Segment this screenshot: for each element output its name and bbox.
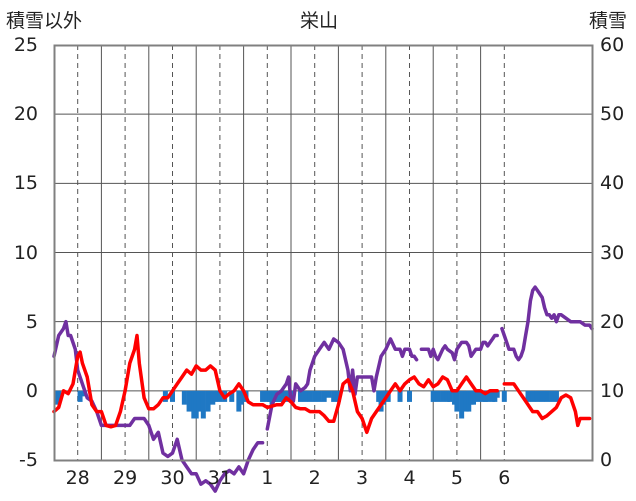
- precipitation-bar: [430, 390, 436, 402]
- chart-title: 栄山: [300, 10, 339, 32]
- precipitation-bar: [501, 390, 507, 402]
- left-tick-label: 20: [13, 103, 38, 126]
- x-tick-label: 28: [65, 467, 90, 489]
- precipitation-bar: [181, 390, 187, 405]
- right-axis-label: 積雪: [589, 10, 628, 32]
- precipitation-bar: [77, 390, 83, 402]
- left-tick-label: 10: [13, 241, 38, 264]
- precipitation-bar: [494, 390, 500, 398]
- precipitation-bar: [302, 390, 308, 402]
- precipitation-bar: [440, 390, 446, 402]
- precipitation-bar: [549, 390, 555, 402]
- x-tick-label: 2: [308, 467, 321, 489]
- precipitation-bar: [186, 390, 192, 412]
- precipitation-bar: [307, 390, 313, 402]
- precipitation-bar: [544, 390, 550, 402]
- left-tick-label: 0: [25, 379, 38, 402]
- x-tick-label: 5: [450, 467, 463, 489]
- right-tick-label: 60: [600, 34, 625, 56]
- x-tick-label: 6: [498, 467, 511, 489]
- precipitation-bar: [196, 390, 202, 412]
- precipitation-bar: [525, 390, 531, 402]
- precipitation-bar: [485, 390, 491, 402]
- precipitation-bar: [435, 390, 441, 402]
- snow_depth-line: [52, 285, 594, 493]
- precipitation-bar: [229, 390, 235, 402]
- precipitation-bars: [53, 390, 559, 419]
- series-lines: [52, 285, 594, 493]
- right-tick-label: 50: [600, 103, 625, 126]
- precipitation-bar: [475, 390, 481, 402]
- precipitation-bar: [260, 390, 266, 402]
- left-tick-label: 25: [13, 34, 38, 56]
- right-tick-label: 0: [600, 449, 613, 471]
- x-tick-label: 4: [403, 467, 416, 489]
- x-tick-label: 1: [261, 467, 274, 489]
- precipitation-bar: [56, 390, 62, 402]
- precipitation-bar: [397, 390, 403, 402]
- precipitation-bar: [79, 390, 85, 397]
- x-tick-label: 3: [356, 467, 369, 489]
- precipitation-bar: [454, 390, 460, 412]
- precipitation-bar: [238, 390, 244, 405]
- precipitation-bar: [459, 390, 465, 419]
- precipitation-bar: [212, 390, 218, 402]
- precipitation-bar: [470, 390, 476, 405]
- precipitation-bar: [335, 390, 341, 402]
- precipitation-bar: [205, 390, 211, 412]
- precipitation-bar: [279, 390, 285, 402]
- precipitation-bar: [380, 390, 386, 405]
- right-tick-label: 30: [600, 241, 625, 264]
- precipitation-bar: [297, 390, 303, 402]
- precipitation-bar: [331, 390, 337, 402]
- left-tick-label: 15: [13, 172, 38, 195]
- left-tick-label: 5: [25, 310, 38, 333]
- temperature-line: [52, 333, 592, 435]
- precipitation-bar: [539, 390, 545, 402]
- x-tick-label: 30: [160, 467, 185, 489]
- left-axis-label: 積雪以外: [6, 10, 83, 32]
- precipitation-bar: [447, 390, 453, 402]
- right-tick-label: 10: [600, 379, 625, 402]
- x-tick-label: 29: [113, 467, 138, 489]
- precipitation-bar: [321, 390, 327, 402]
- precipitation-bar: [407, 390, 413, 402]
- right-tick-label: 20: [600, 310, 625, 333]
- precipitation-bar: [553, 390, 559, 402]
- precipitation-bar: [316, 390, 322, 402]
- precipitation-bar: [217, 390, 223, 402]
- right-tick-label: 40: [600, 172, 625, 195]
- precipitation-bar: [170, 390, 176, 402]
- x-tick-label: 31: [207, 467, 232, 489]
- precipitation-bar: [312, 390, 318, 402]
- precipitation-bar: [534, 390, 540, 402]
- precipitation-bar: [326, 390, 332, 398]
- plot-frame: [53, 44, 594, 462]
- precipitation-bar: [200, 390, 206, 419]
- left-tick-label: -5: [19, 449, 38, 471]
- precipitation-bar: [530, 390, 536, 402]
